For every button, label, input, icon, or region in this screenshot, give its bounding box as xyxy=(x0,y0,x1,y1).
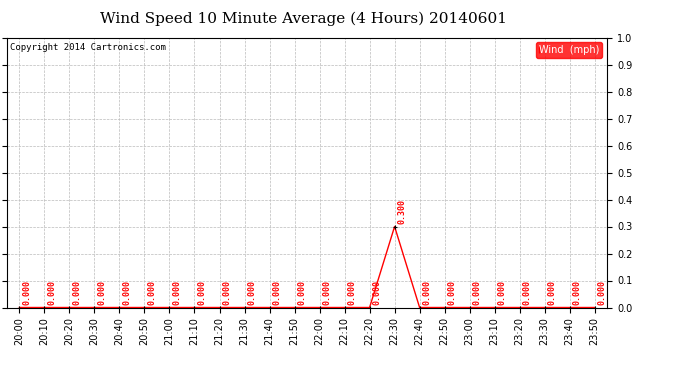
Text: 0.000: 0.000 xyxy=(273,280,282,305)
Text: Wind Speed 10 Minute Average (4 Hours) 20140601: Wind Speed 10 Minute Average (4 Hours) 2… xyxy=(100,11,507,26)
Text: 0.000: 0.000 xyxy=(122,280,131,305)
Text: 0.300: 0.300 xyxy=(397,199,406,224)
Text: 0.000: 0.000 xyxy=(147,280,156,305)
Text: 0.000: 0.000 xyxy=(172,280,181,305)
Text: 0.000: 0.000 xyxy=(297,280,306,305)
Text: 0.000: 0.000 xyxy=(247,280,256,305)
Text: 0.000: 0.000 xyxy=(97,280,106,305)
Legend: Wind  (mph): Wind (mph) xyxy=(536,42,602,58)
Text: 0.000: 0.000 xyxy=(447,280,456,305)
Text: 0.000: 0.000 xyxy=(347,280,356,305)
Text: 0.000: 0.000 xyxy=(22,280,31,305)
Text: 0.000: 0.000 xyxy=(422,280,431,305)
Text: 0.000: 0.000 xyxy=(222,280,231,305)
Text: 0.000: 0.000 xyxy=(497,280,506,305)
Text: 0.000: 0.000 xyxy=(522,280,531,305)
Text: 0.000: 0.000 xyxy=(47,280,56,305)
Text: 0.000: 0.000 xyxy=(598,280,607,305)
Text: 0.000: 0.000 xyxy=(197,280,206,305)
Text: 0.000: 0.000 xyxy=(322,280,331,305)
Text: 0.000: 0.000 xyxy=(573,280,582,305)
Text: 0.000: 0.000 xyxy=(547,280,556,305)
Text: 0.000: 0.000 xyxy=(373,280,382,305)
Text: 0.000: 0.000 xyxy=(72,280,81,305)
Text: Copyright 2014 Cartronics.com: Copyright 2014 Cartronics.com xyxy=(10,43,166,52)
Text: 0.000: 0.000 xyxy=(473,280,482,305)
